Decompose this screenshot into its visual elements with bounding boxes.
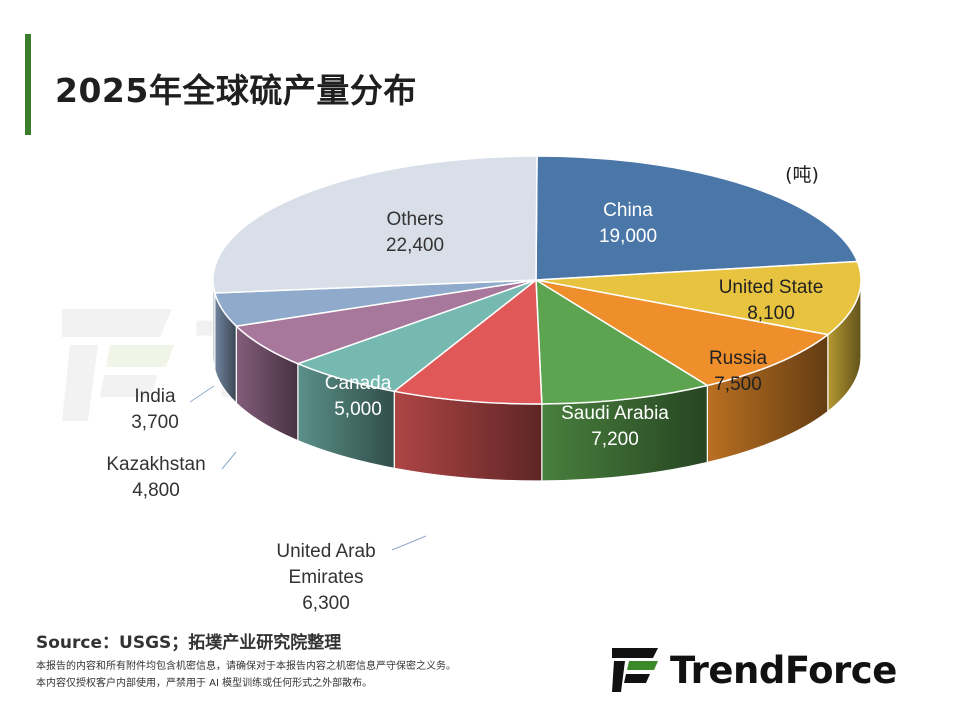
- slice-label-saudi-arabia: Saudi Arabia: [561, 403, 669, 424]
- slice-value-saudi-arabia: 7,200: [591, 429, 639, 450]
- slice-china: [535, 155, 859, 281]
- slice-saudi-arabia: [535, 278, 710, 405]
- disclaimer-line-2: 本内容仅授权客户内部使用，严禁用于 AI 模型训练或任何形式之外部散布。: [36, 678, 373, 689]
- slice-label-united-arab-emirates: Emirates: [289, 567, 364, 588]
- slice-value-china: 19,000: [599, 226, 657, 247]
- slice-canada: [295, 279, 537, 393]
- slice-value-united-state: 8,100: [747, 303, 795, 324]
- trendforce-logo: TrendForce: [612, 646, 932, 694]
- slice-value-united-arab-emirates: 6,300: [302, 593, 350, 614]
- slice-label-india: India: [134, 386, 176, 407]
- slice-side-united-arab-emirates: [393, 390, 543, 482]
- slice-value-canada: 5,000: [334, 399, 382, 420]
- slice-united-arab-emirates: [392, 278, 543, 405]
- slice-value-kazakhstan: 4,800: [132, 480, 180, 501]
- leader-line-united-arab-emirates: [391, 535, 427, 551]
- logo-text: TrendForce: [670, 648, 897, 692]
- slice-value-india: 3,700: [131, 412, 179, 433]
- disclaimer-line-1: 本报告的内容和所有附件均包含机密信息，请确保对于本报告内容之机密信息严守保密之义…: [36, 661, 456, 672]
- leader-line-kazakhstan: [221, 451, 237, 470]
- trendforce-logo-icon: [612, 648, 658, 692]
- slice-label-russia: Russia: [709, 348, 768, 369]
- slice-label-china: China: [603, 200, 653, 221]
- slice-value-others: 22,400: [386, 235, 444, 256]
- page-title: 2025年全球硫产量分布: [55, 71, 417, 110]
- slice-label-canada: Canada: [325, 373, 392, 394]
- slice-others: [212, 155, 538, 294]
- unit-label: (吨): [785, 164, 819, 186]
- slice-label-united-arab-emirates: United Arab: [276, 541, 375, 562]
- source-note: Source：USGS；拓墣产业研究院整理: [36, 633, 342, 653]
- title-accent-bar: [25, 34, 31, 135]
- slice-label-others: Others: [386, 209, 443, 230]
- slice-united-state: [535, 260, 862, 336]
- slice-label-united-state: United State: [719, 277, 824, 298]
- slice-value-russia: 7,500: [714, 374, 762, 395]
- leader-line-india: [189, 385, 215, 403]
- slice-russia: [535, 279, 830, 387]
- slice-label-kazakhstan: Kazakhstan: [106, 454, 205, 475]
